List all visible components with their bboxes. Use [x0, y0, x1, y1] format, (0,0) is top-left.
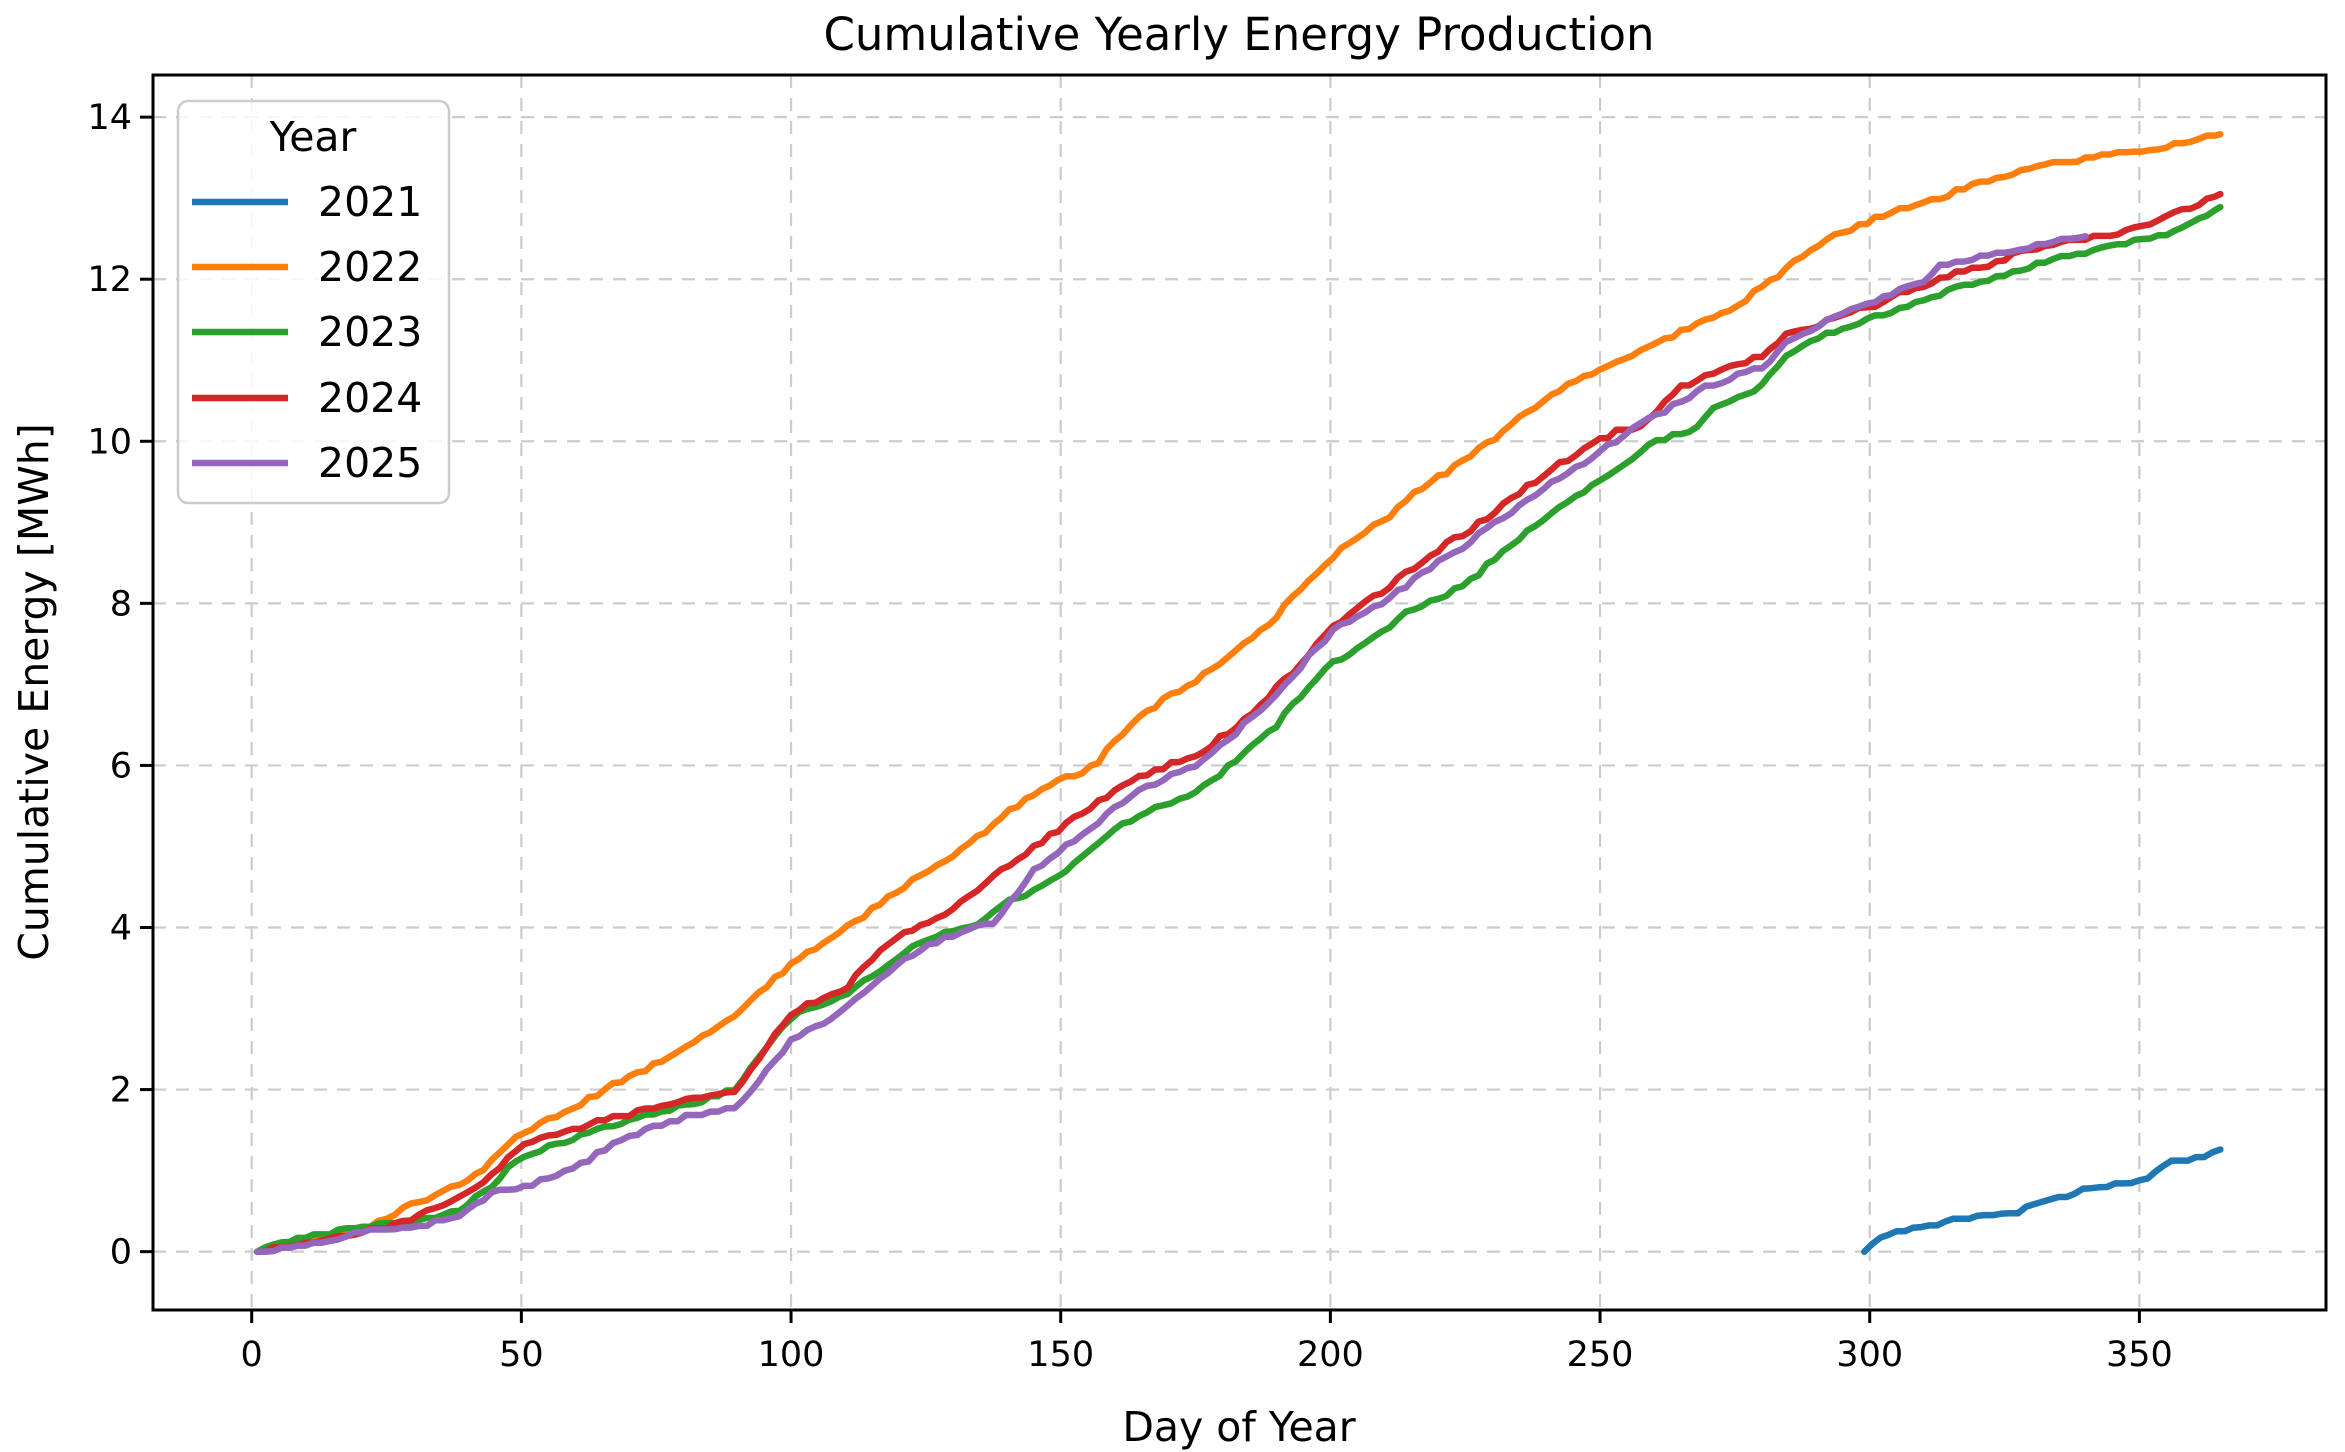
- legend-entries: 2021 2022 2023 2024 2025: [192, 178, 422, 487]
- x-tick-label-0: 0: [241, 1335, 263, 1375]
- y-tick-label-8: 8: [110, 584, 132, 624]
- x-axis-label: Day of Year: [1122, 1403, 1355, 1451]
- legend-label-2025: 2025: [318, 439, 422, 487]
- legend-entry-2024: 2024: [192, 374, 422, 422]
- y-tick-label-10: 10: [87, 422, 132, 462]
- series-line-2021: [1861, 1146, 2224, 1255]
- y-tick-label-2: 2: [110, 1071, 132, 1111]
- legend-entry-2023: 2023: [192, 308, 422, 356]
- legend-label-2023: 2023: [318, 308, 422, 356]
- y-tick-label-0: 0: [110, 1233, 132, 1273]
- series-line-2022: [253, 130, 2224, 1255]
- y-tick-label-14: 14: [87, 98, 132, 138]
- x-tick-label-50: 50: [499, 1335, 544, 1375]
- legend-label-2022: 2022: [318, 243, 422, 291]
- gridlines: [153, 75, 2326, 1310]
- series-line-2025: [253, 233, 2089, 1255]
- y-tick-label-6: 6: [110, 746, 132, 786]
- series-line-2024: [253, 190, 2224, 1255]
- legend-entry-2022: 2022: [192, 243, 422, 291]
- legend-entry-2025: 2025: [192, 439, 422, 487]
- x-tick-label-200: 200: [1297, 1335, 1364, 1375]
- axis-ticks: [140, 115, 2141, 1323]
- y-tick-label-12: 12: [87, 260, 132, 300]
- tick-labels: 0 50 100 150 200 250 300 350 0 2 4 6 8 10 12 14: [87, 98, 2172, 1375]
- legend-label-2024: 2024: [318, 374, 422, 422]
- series-lines: [253, 130, 2224, 1255]
- y-axis-label: Cumulative Energy [MWh]: [10, 423, 58, 961]
- x-tick-label-100: 100: [758, 1335, 825, 1375]
- series-line-2023: [253, 203, 2224, 1255]
- x-tick-label-350: 350: [2106, 1335, 2173, 1375]
- chart-title: Cumulative Yearly Energy Production: [823, 8, 1654, 61]
- y-tick-label-4: 4: [110, 909, 132, 949]
- x-tick-label-250: 250: [1567, 1335, 1634, 1375]
- axes-spines: [151, 73, 2328, 1312]
- legend-entry-2021: 2021: [192, 178, 422, 226]
- legend-label-2021: 2021: [318, 178, 422, 226]
- legend-title: Year: [269, 113, 357, 161]
- legend: Year 2021 2022 2023 2024 2025: [176, 99, 451, 505]
- x-tick-label-150: 150: [1027, 1335, 1094, 1375]
- x-tick-label-300: 300: [1836, 1335, 1903, 1375]
